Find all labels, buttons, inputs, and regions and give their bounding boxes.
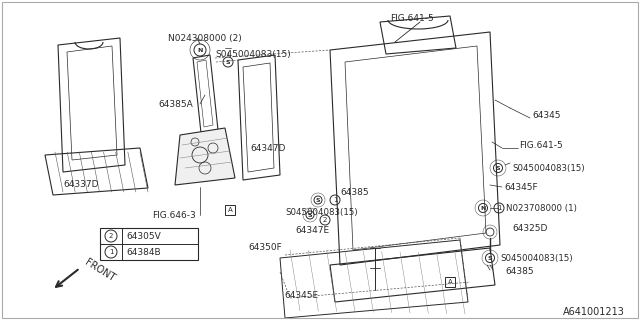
Text: A: A: [228, 207, 232, 213]
Text: 2: 2: [109, 233, 113, 239]
Text: S045004083(15): S045004083(15): [500, 253, 573, 262]
Text: 64325D: 64325D: [512, 223, 547, 233]
Text: FIG.646-3: FIG.646-3: [152, 211, 196, 220]
Text: 64345F: 64345F: [504, 182, 538, 191]
Text: 1: 1: [109, 249, 113, 255]
Text: 64345: 64345: [532, 110, 561, 119]
Text: 64305V: 64305V: [126, 231, 161, 241]
Polygon shape: [175, 128, 235, 185]
Text: A641001213: A641001213: [563, 307, 625, 317]
Text: N: N: [197, 47, 203, 52]
Text: 64345E: 64345E: [284, 291, 318, 300]
Text: S045004083(15): S045004083(15): [215, 50, 291, 59]
Text: 1: 1: [497, 205, 501, 211]
Text: N023708000 (1): N023708000 (1): [506, 204, 577, 212]
Text: S: S: [488, 255, 492, 260]
Text: 64347E: 64347E: [295, 226, 329, 235]
Text: S: S: [308, 212, 312, 218]
Text: N: N: [480, 205, 486, 211]
Text: FIG.641-5: FIG.641-5: [390, 13, 434, 22]
Text: 1: 1: [333, 197, 337, 203]
Text: S: S: [496, 165, 500, 171]
Text: 2: 2: [323, 217, 327, 223]
Text: S: S: [226, 60, 230, 65]
Text: 64337D: 64337D: [63, 180, 99, 188]
Text: 64384B: 64384B: [126, 247, 161, 257]
Text: 64385: 64385: [340, 188, 369, 196]
Text: FIG.641-5: FIG.641-5: [519, 140, 563, 149]
Text: 64350F: 64350F: [248, 243, 282, 252]
Text: A: A: [447, 279, 452, 285]
Text: 64385: 64385: [505, 268, 534, 276]
Text: S045004083(15): S045004083(15): [285, 207, 358, 217]
Text: 64347D: 64347D: [250, 143, 285, 153]
Text: 64385A: 64385A: [158, 100, 193, 108]
Text: S: S: [316, 197, 320, 203]
Text: N024308000 (2): N024308000 (2): [168, 34, 242, 43]
Text: FRONT: FRONT: [83, 258, 116, 284]
Text: S045004083(15): S045004083(15): [512, 164, 584, 172]
